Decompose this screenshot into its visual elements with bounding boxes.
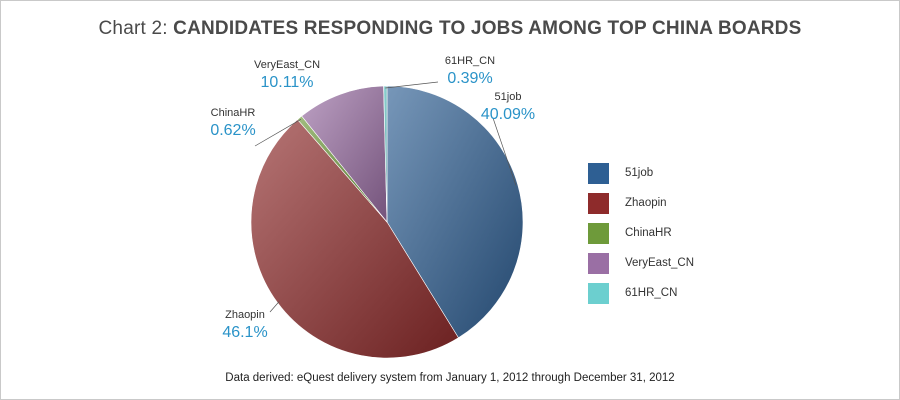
slice-value-label-chinahr: 0.62% bbox=[210, 122, 255, 139]
slice-value-label-veryeast-cn: 10.11% bbox=[260, 74, 313, 91]
chart-title-prefix: Chart 2: bbox=[98, 18, 168, 39]
legend-item-zhaopin: Zhaopin bbox=[588, 188, 694, 218]
legend-item-veryeast-cn: VeryEast_CN bbox=[588, 248, 694, 278]
leader-line-chinahr bbox=[254, 119, 302, 147]
pie-leader-lines bbox=[254, 81, 517, 313]
legend-label-zhaopin: Zhaopin bbox=[625, 197, 667, 209]
legend-swatch-61hr-cn bbox=[588, 282, 609, 304]
pie-labels: 51job 40.09% Zhaopin 46.1% ChinaHR 0.62% VeryE… bbox=[210, 55, 535, 341]
slice-value-label-61hr-cn: 0.39% bbox=[447, 70, 492, 87]
leader-line-51job bbox=[492, 117, 517, 186]
slice-value-label-zhaopin: 46.1% bbox=[222, 324, 267, 341]
legend-swatch-veryeast-cn bbox=[588, 252, 609, 274]
chart-title-main: CANDIDATES RESPONDING TO JOBS AMONG TOP … bbox=[173, 18, 802, 39]
slice-category-label-zhaopin: Zhaopin bbox=[225, 309, 265, 321]
legend-swatch-zhaopin bbox=[588, 192, 609, 214]
legend-label-veryeast-cn: VeryEast_CN bbox=[625, 257, 695, 269]
pie-slice-51job bbox=[386, 85, 524, 339]
slice-category-label-chinahr: ChinaHR bbox=[211, 107, 256, 119]
pie-slices bbox=[250, 85, 524, 359]
slice-value-label-51job: 40.09% bbox=[481, 106, 535, 123]
legend-item-chinahr: ChinaHR bbox=[588, 218, 694, 248]
legend-label-61hr-cn: 61HR_CN bbox=[625, 287, 678, 299]
slice-category-label-61hr-cn: 61HR_CN bbox=[445, 55, 495, 67]
pie-slice-zhaopin bbox=[250, 119, 459, 359]
leader-line-zhaopin bbox=[269, 301, 280, 313]
legend-label-chinahr: ChinaHR bbox=[625, 227, 672, 239]
chart-title: Chart 2: CANDIDATES RESPONDING TO JOBS A… bbox=[0, 18, 900, 40]
chart-footnote: Data derived: eQuest delivery system fro… bbox=[225, 372, 675, 384]
legend-item-61hr-cn: 61HR_CN bbox=[588, 278, 694, 308]
legend-swatch-chinahr bbox=[588, 222, 609, 244]
slice-category-label-51job: 51job bbox=[495, 91, 522, 103]
pie-slice-61hr-cn bbox=[383, 85, 388, 223]
chart-legend: 51job Zhaopin ChinaHR VeryEast_CN 61HR_CN bbox=[588, 158, 694, 308]
legend-swatch-51job bbox=[588, 162, 609, 184]
legend-item-51job: 51job bbox=[588, 158, 694, 188]
slice-category-label-veryeast-cn: VeryEast_CN bbox=[254, 59, 320, 71]
leader-line-61hr-cn bbox=[385, 81, 439, 89]
legend-label-51job: 51job bbox=[625, 167, 654, 179]
pie-slice-veryeast-cn bbox=[301, 85, 388, 223]
